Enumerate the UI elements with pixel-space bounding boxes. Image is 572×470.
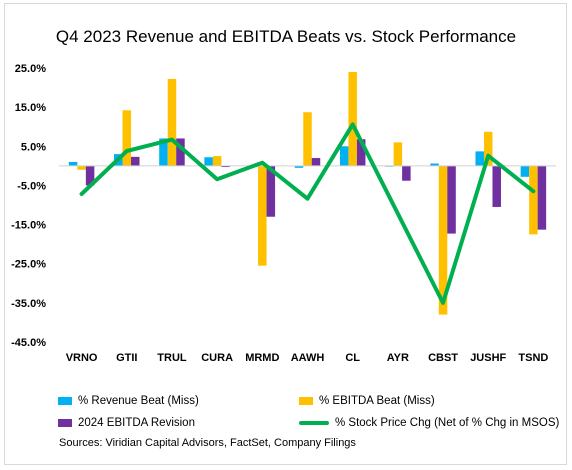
legend-stock-price-chg: % Stock Price Chg (Net of % Chg in MSOS) bbox=[299, 417, 559, 429]
bar--revenue-beat-miss--trul bbox=[159, 138, 168, 166]
bar-2024-ebitda-revision-gtii bbox=[131, 156, 140, 166]
bar-2024-ebitda-revision-vrno bbox=[85, 165, 95, 186]
bar--revenue-beat-miss--cl bbox=[339, 146, 349, 166]
x-tick-label-mrmd: MRMD bbox=[245, 352, 279, 364]
legend-ebitda-revision: 2024 EBITDA Revision bbox=[58, 417, 195, 429]
bar--ebitda-beat-miss--cura bbox=[212, 156, 222, 166]
legend-stock-label: % Stock Price Chg (Net of % Chg in MSOS) bbox=[335, 417, 560, 429]
bar-2024-ebitda-revision-ayr bbox=[402, 165, 411, 181]
bar--ebitda-beat-miss--mrmd bbox=[258, 165, 267, 266]
bar-2024-ebitda-revision-aawh bbox=[311, 158, 321, 166]
y-tick-label: -25.0% bbox=[11, 259, 46, 271]
x-tick-label-vrno: VRNO bbox=[66, 352, 98, 364]
bar-2024-ebitda-revision-jushf bbox=[492, 165, 501, 207]
bar--revenue-beat-miss--cbst bbox=[430, 163, 439, 166]
y-tick-label: -45.0% bbox=[11, 337, 46, 349]
y-tick-label: -35.0% bbox=[11, 298, 46, 310]
legend-stock-line bbox=[299, 421, 329, 425]
bar--revenue-beat-miss--cura bbox=[204, 157, 213, 166]
legend-ebitda-label: % EBITDA Beat (Miss) bbox=[319, 395, 435, 407]
bar--ebitda-beat-miss--gtii bbox=[122, 110, 132, 166]
x-tick-label-aawh: AAWH bbox=[291, 352, 325, 364]
bar--revenue-beat-miss--vrno bbox=[68, 161, 78, 166]
y-tick-label: 15.0% bbox=[15, 102, 46, 114]
x-tick-label-gtii: GTII bbox=[116, 352, 137, 364]
bar--ebitda-beat-miss--jushf bbox=[483, 131, 493, 166]
bar--ebitda-beat-miss--aawh bbox=[303, 112, 312, 166]
x-tick-label-jushf: JUSHF bbox=[470, 352, 506, 364]
line-stock-price-chg bbox=[79, 122, 536, 305]
bar--ebitda-beat-miss--vrno bbox=[77, 165, 86, 170]
x-tick-label-cl: CL bbox=[345, 352, 360, 364]
bar-2024-ebitda-revision-cbst bbox=[447, 165, 456, 234]
legend-revenue-swatch bbox=[58, 397, 72, 405]
y-tick-label: 5.0% bbox=[21, 141, 46, 153]
bar--revenue-beat-miss--tsnd bbox=[520, 165, 530, 177]
chart-title: Q4 2023 Revenue and EBITDA Beats vs. Sto… bbox=[55, 27, 517, 46]
legend-ebitda-beat: % EBITDA Beat (Miss) bbox=[299, 395, 435, 407]
source-note: Sources: Viridian Capital Advisors, Fact… bbox=[59, 437, 356, 449]
legend-revenue-label: % Revenue Beat (Miss) bbox=[78, 395, 199, 407]
x-tick-label-trul: TRUL bbox=[157, 352, 187, 364]
bar--revenue-beat-miss--jushf bbox=[475, 151, 484, 166]
x-tick-label-ayr: AYR bbox=[387, 352, 409, 364]
y-tick-label: -15.0% bbox=[11, 220, 46, 232]
bar--ebitda-beat-miss--cl bbox=[348, 71, 357, 166]
chart-frame bbox=[4, 3, 567, 465]
bar--ebitda-beat-miss--tsnd bbox=[529, 165, 538, 235]
x-tick-label-cura: CURA bbox=[201, 352, 233, 364]
bar--ebitda-beat-miss--cbst bbox=[438, 165, 448, 315]
bar--ebitda-beat-miss--ayr bbox=[393, 142, 403, 166]
legend-revision-label: 2024 EBITDA Revision bbox=[78, 417, 195, 429]
x-tick-label-tsnd: TSND bbox=[518, 352, 548, 364]
legend-revision-swatch bbox=[58, 419, 72, 427]
bar-2024-ebitda-revision-mrmd bbox=[266, 165, 276, 217]
bar-2024-ebitda-revision-cl bbox=[356, 139, 366, 166]
x-tick-label-cbst: CBST bbox=[428, 352, 458, 364]
bar--revenue-beat-miss--aawh bbox=[294, 165, 304, 168]
y-tick-label: 25.0% bbox=[15, 63, 46, 75]
bar-2024-ebitda-revision-cura bbox=[221, 165, 230, 168]
y-tick-label: -5.0% bbox=[17, 180, 46, 192]
bar--ebitda-beat-miss--trul bbox=[167, 78, 177, 166]
bar-2024-ebitda-revision-trul bbox=[176, 138, 185, 166]
legend-ebitda-swatch bbox=[299, 397, 313, 405]
legend-revenue-beat: % Revenue Beat (Miss) bbox=[58, 395, 199, 407]
bar-2024-ebitda-revision-tsnd bbox=[537, 165, 547, 230]
